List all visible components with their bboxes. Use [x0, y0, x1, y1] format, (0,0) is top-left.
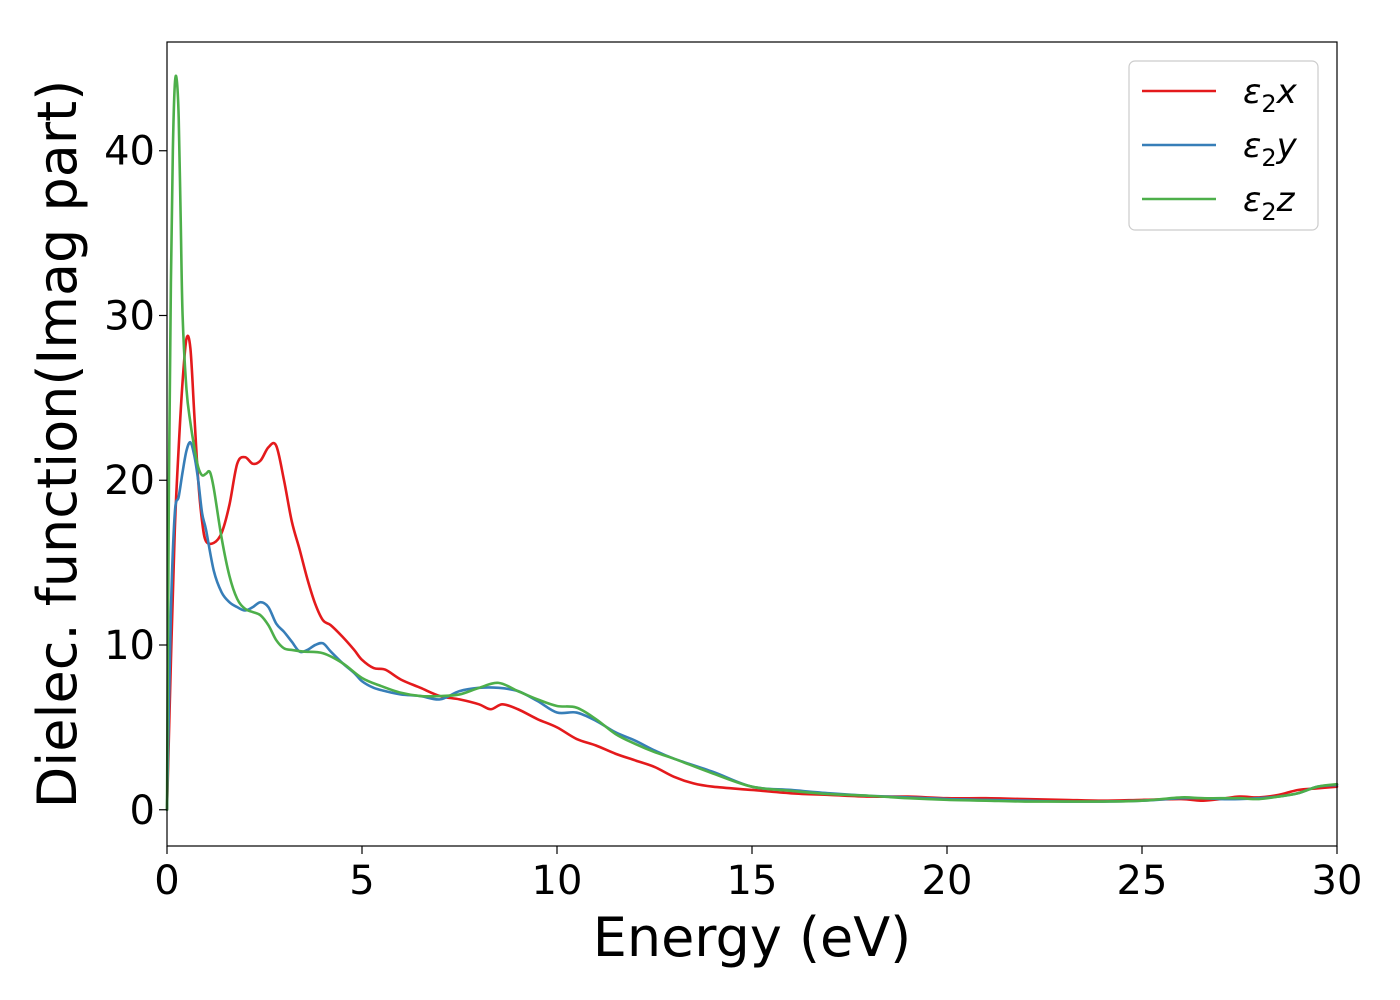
legend: ε2x ε2y ε2z: [1128, 60, 1319, 231]
series-line-z: [165, 74, 1339, 812]
y-tick-label: 40: [104, 129, 155, 175]
legend-box: [1128, 60, 1319, 231]
y-tick-label: 10: [104, 623, 155, 669]
series-layer: [165, 74, 1339, 812]
legend-label-z: ε2z: [1243, 180, 1296, 226]
x-tick-label: 20: [922, 858, 973, 904]
x-axis-label: Energy (eV): [593, 906, 912, 969]
y-axis: 0 10 20 30 40: [104, 129, 167, 834]
x-tick-label: 0: [154, 858, 179, 904]
y-tick-label: 30: [104, 293, 155, 339]
y-tick-label: 0: [130, 788, 155, 834]
y-tick-label: 20: [104, 458, 155, 504]
legend-label-x: ε2x: [1243, 72, 1298, 118]
x-tick-label: 15: [727, 858, 778, 904]
x-axis: 0 5 10 15 20 25 30: [154, 846, 1362, 904]
x-tick-label: 25: [1117, 858, 1168, 904]
y-axis-label: Dielec. function(Imag part): [26, 80, 89, 809]
x-tick-label: 5: [349, 858, 374, 904]
x-tick-label: 30: [1312, 858, 1363, 904]
x-tick-label: 10: [532, 858, 583, 904]
legend-label-y: ε2y: [1243, 126, 1298, 172]
